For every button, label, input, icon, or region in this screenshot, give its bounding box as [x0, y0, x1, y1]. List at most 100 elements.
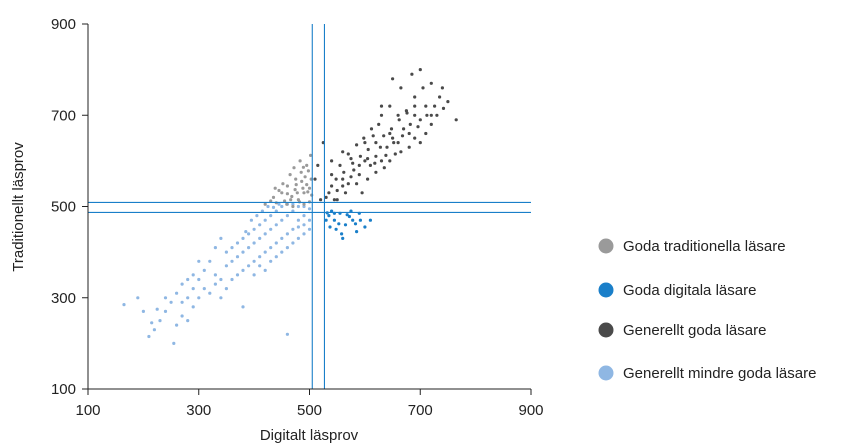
data-point	[289, 198, 293, 202]
points-layer	[122, 68, 458, 345]
data-point	[303, 175, 307, 179]
data-point	[291, 227, 295, 231]
data-point	[307, 186, 312, 190]
data-point	[285, 202, 289, 206]
data-point	[191, 305, 195, 309]
data-point	[280, 204, 284, 209]
data-point	[263, 232, 267, 236]
data-point	[407, 131, 411, 136]
data-point	[307, 227, 312, 231]
data-point	[341, 177, 345, 181]
data-point	[373, 161, 377, 165]
data-point	[266, 204, 270, 209]
data-point	[271, 195, 276, 199]
data-point	[224, 287, 228, 291]
data-point	[407, 145, 411, 149]
y-tick-label: 900	[51, 16, 76, 33]
data-point	[252, 273, 256, 277]
data-point	[163, 309, 168, 313]
data-point	[396, 113, 400, 117]
data-point	[241, 305, 245, 309]
data-point	[425, 113, 429, 117]
data-point	[163, 296, 168, 300]
data-point	[122, 303, 126, 307]
data-point	[296, 218, 300, 222]
data-point	[379, 104, 384, 108]
data-point	[343, 223, 348, 227]
data-point	[402, 127, 406, 131]
data-point	[351, 218, 355, 222]
data-point	[274, 223, 278, 227]
data-point	[169, 300, 173, 304]
data-point	[392, 141, 396, 145]
data-point	[202, 268, 206, 272]
y-tick-label: 500	[51, 199, 76, 216]
data-point	[377, 122, 381, 126]
data-point	[307, 207, 312, 211]
data-point	[429, 113, 433, 117]
data-point	[309, 153, 313, 157]
data-point	[213, 273, 217, 277]
data-point	[362, 136, 366, 140]
data-point	[353, 222, 358, 226]
data-point	[330, 184, 334, 188]
data-point	[186, 296, 190, 300]
data-point	[258, 264, 262, 268]
axes	[87, 24, 531, 390]
data-point	[180, 300, 184, 304]
data-point	[252, 227, 256, 231]
data-point	[280, 191, 284, 195]
data-point	[219, 296, 223, 300]
data-point	[252, 241, 256, 245]
data-point	[389, 127, 394, 131]
data-point	[191, 287, 195, 291]
data-point	[277, 188, 281, 193]
data-point	[302, 202, 306, 206]
data-point	[230, 259, 234, 263]
data-point	[351, 161, 355, 165]
data-point	[271, 205, 276, 209]
data-point	[337, 222, 341, 226]
data-point	[400, 134, 405, 138]
data-point	[277, 202, 281, 206]
data-point	[252, 259, 256, 263]
data-point	[355, 143, 359, 147]
data-point	[399, 150, 403, 154]
data-point	[413, 113, 417, 117]
data-point	[208, 291, 212, 295]
data-point	[219, 277, 223, 282]
data-point	[219, 236, 223, 240]
x-axis-title: Digitalt läsprov	[260, 427, 359, 444]
data-point	[235, 241, 240, 245]
data-point	[186, 277, 190, 282]
data-point	[440, 86, 444, 90]
data-point	[418, 118, 422, 122]
data-point	[255, 214, 259, 218]
data-point	[330, 173, 334, 177]
data-point	[241, 250, 245, 254]
data-point	[438, 95, 442, 99]
data-point	[258, 223, 262, 227]
data-point	[302, 223, 306, 227]
legend-label-generellt-mindre-goda: Generellt mindre goda läsare	[623, 365, 816, 382]
data-point	[230, 246, 234, 250]
data-point	[371, 134, 375, 138]
data-point	[296, 236, 300, 240]
legend-marker-generellt-mindre-goda	[598, 365, 614, 381]
data-point	[418, 141, 422, 145]
data-point	[349, 157, 353, 161]
data-point	[334, 227, 338, 231]
data-point	[313, 177, 317, 181]
data-point	[263, 202, 267, 206]
data-point	[388, 159, 392, 163]
data-point	[399, 86, 403, 90]
data-point	[263, 250, 267, 254]
data-point	[263, 218, 267, 222]
data-point	[191, 273, 195, 277]
data-point	[235, 273, 240, 277]
data-point	[338, 163, 342, 167]
data-point	[324, 195, 328, 199]
data-point	[296, 204, 300, 209]
data-point	[180, 314, 184, 318]
